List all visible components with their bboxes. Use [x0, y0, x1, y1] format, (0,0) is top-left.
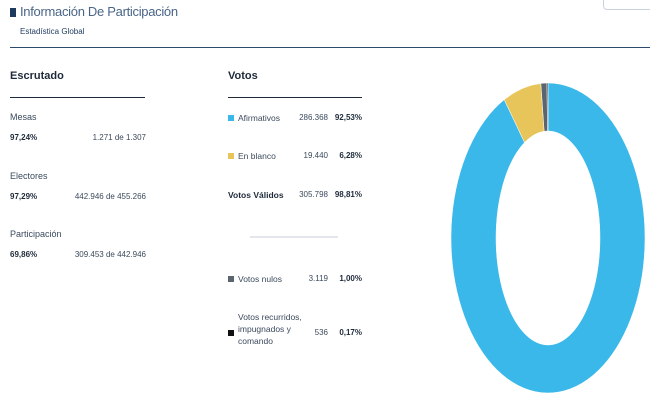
votes-donut-chart — [451, 83, 645, 393]
mesas-count: 1.271 de 1.307 — [92, 133, 146, 142]
participacion-label: Participación — [10, 229, 62, 239]
nulos-pct: 1,00% — [339, 274, 362, 283]
recurridos-pct: 0,17% — [339, 328, 362, 337]
electores-label: Electores — [10, 171, 48, 181]
recurridos-swatch — [228, 330, 234, 336]
nulos-label: Votos nulos — [238, 274, 282, 284]
recurridos-label-line-1: Votos recurridos, — [238, 312, 302, 322]
en-blanco-swatch — [228, 153, 234, 159]
validos-count: 305.798 — [299, 190, 328, 199]
participacion-pct: 69,86% — [10, 250, 38, 259]
top-right-button[interactable] — [603, 0, 650, 10]
electores-pct: 97,29% — [10, 192, 38, 201]
votos-rule — [228, 97, 362, 98]
escrutado-heading: Escrutado — [10, 70, 64, 82]
participacion-count: 309.453 de 442.946 — [74, 250, 146, 259]
nulos-count: 3.119 — [308, 274, 328, 283]
afirmativos-count: 286.368 — [299, 113, 328, 122]
page-title: Información De Participación — [20, 4, 178, 19]
validos-label: Votos Válidos — [228, 190, 284, 200]
recurridos-count: 536 — [314, 328, 328, 337]
recurridos-label: Votos recurridos, impugnados y comando — [238, 311, 318, 347]
en-blanco-label: En blanco — [238, 151, 276, 161]
en-blanco-count: 19.440 — [303, 151, 328, 160]
votos-divider — [250, 236, 338, 238]
escrutado-rule — [10, 97, 145, 98]
en-blanco-pct: 6,28% — [339, 151, 362, 160]
donut-slice-afirmativos[interactable] — [451, 83, 645, 393]
mesas-label: Mesas — [10, 112, 37, 122]
header-divider — [10, 47, 650, 48]
header-marker — [10, 8, 16, 17]
electores-count: 442.946 de 455.266 — [74, 192, 146, 201]
page-subtitle: Estadística Global — [20, 27, 85, 36]
donut-slice-votos-recurridos-impugnados-y-comando[interactable] — [546, 83, 549, 132]
validos-pct: 98,81% — [334, 190, 362, 199]
afirmativos-label: Afirmativos — [238, 113, 281, 123]
votos-heading: Votos — [228, 70, 258, 82]
mesas-pct: 97,24% — [10, 133, 38, 142]
afirmativos-swatch — [228, 115, 234, 121]
recurridos-label-line-3: comando — [238, 336, 273, 346]
nulos-swatch — [228, 276, 234, 282]
recurridos-label-line-2: impugnados y — [238, 324, 291, 334]
afirmativos-pct: 92,53% — [334, 113, 362, 122]
